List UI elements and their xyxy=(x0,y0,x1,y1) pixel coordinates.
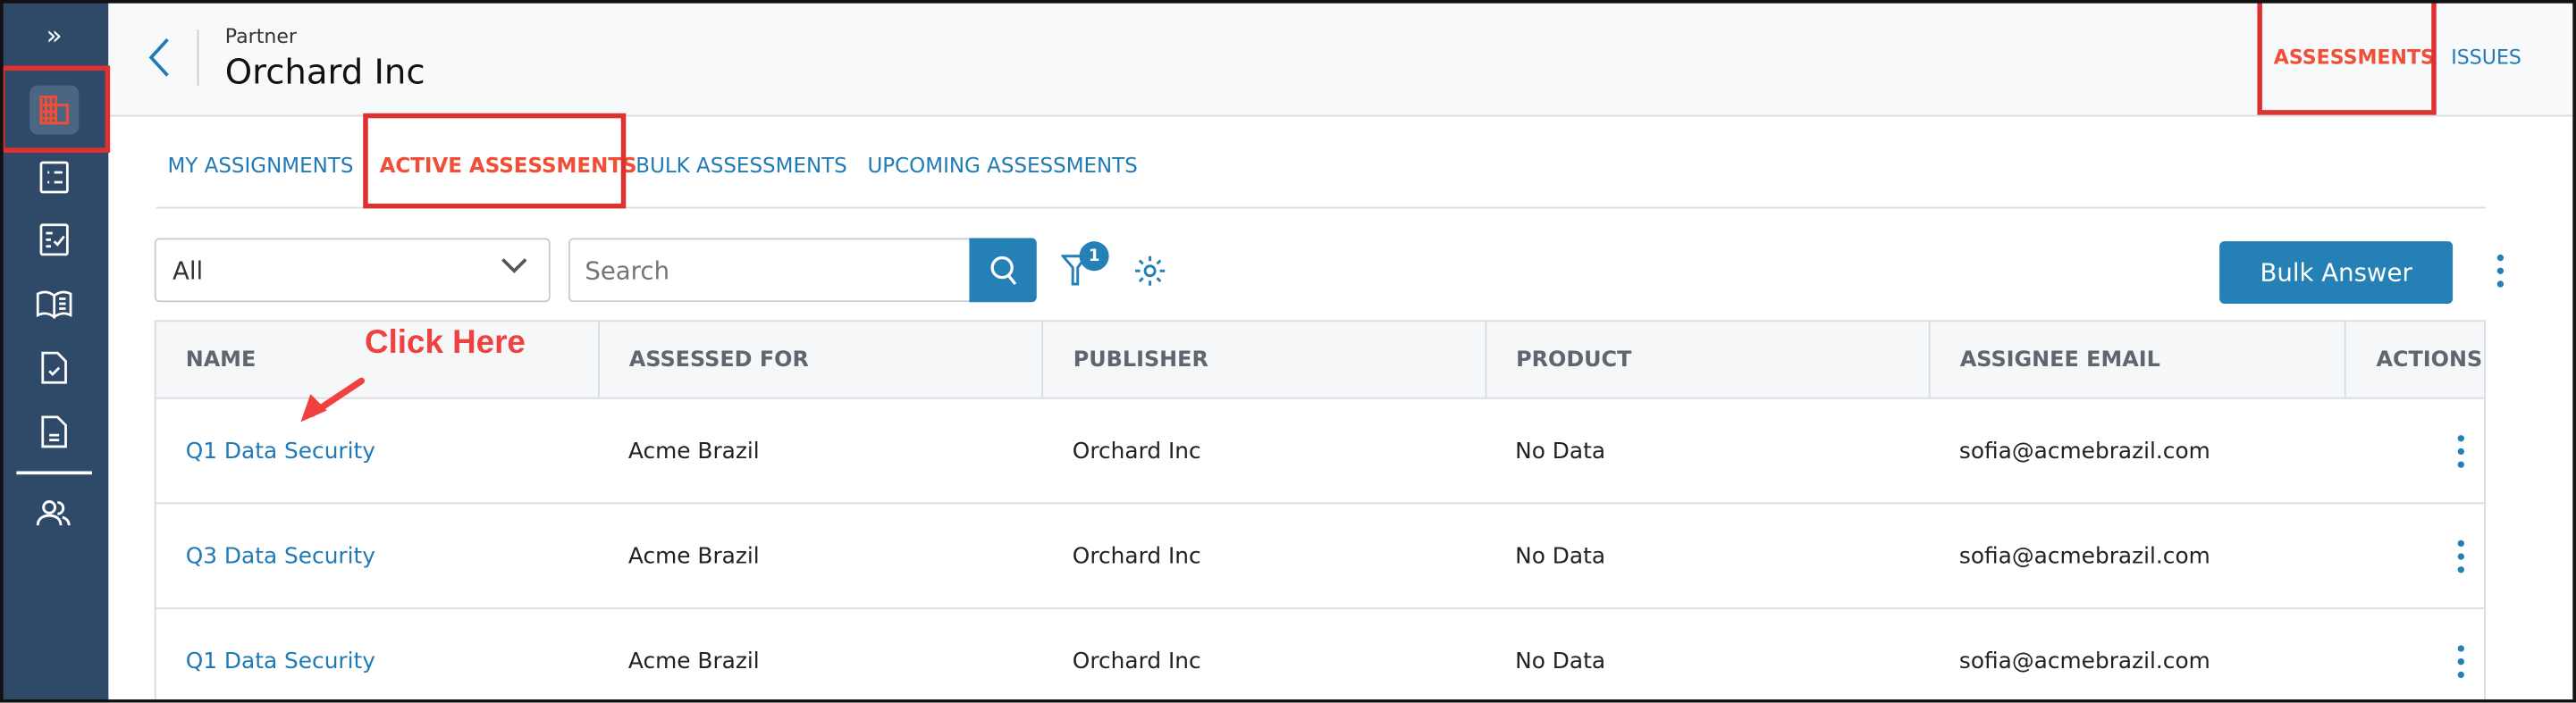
annotation-box-sidebar xyxy=(0,65,111,153)
column-header-publisher[interactable]: PUBLISHER xyxy=(1041,320,1487,399)
table-row: Q3 Data Security Acme Brazil Orchard Inc No… xyxy=(154,503,2486,609)
sidebar-item-library[interactable] xyxy=(29,279,79,328)
users-icon xyxy=(36,500,71,526)
sidebar-item-list[interactable] xyxy=(29,153,79,202)
column-header-assignee-email[interactable]: ASSIGNEE EMAIL xyxy=(1928,320,2347,399)
sidebar-divider xyxy=(16,471,92,475)
annotation-box-active-tab xyxy=(363,113,627,209)
cell-assessed-for: Acme Brazil xyxy=(598,398,1043,505)
cell-assignee-email: sofia@acmebrazil.com xyxy=(1929,503,2346,609)
search-icon xyxy=(989,255,1016,285)
tab-assessments[interactable]: ASSESSMENTS xyxy=(2273,46,2435,70)
cell-product: No Data xyxy=(1486,607,1930,703)
row-actions-icon[interactable] xyxy=(2457,434,2564,467)
back-button[interactable] xyxy=(147,36,171,85)
column-header-name[interactable]: NAME xyxy=(154,320,600,399)
document-icon xyxy=(41,415,67,448)
sidebar-item-users[interactable] xyxy=(29,490,79,539)
chevron-down-icon xyxy=(501,258,527,273)
header-divider xyxy=(197,29,199,86)
table-header-row: NAME ASSESSED FOR PUBLISHER PRODUCT ASSI… xyxy=(154,320,2486,399)
sidebar-item-checklist[interactable] xyxy=(29,215,79,264)
filter-count-badge: 1 xyxy=(1079,241,1109,272)
gear-icon xyxy=(1135,255,1166,286)
assessment-link[interactable]: Q1 Data Security xyxy=(154,607,599,703)
tab-bulk-assessments[interactable]: BULK ASSESSMENTS xyxy=(636,152,847,178)
page-title: Orchard Inc xyxy=(224,52,425,92)
table-row: Q1 Data Security Acme Brazil Orchard Inc No… xyxy=(154,398,2486,505)
select-value: All xyxy=(172,255,204,286)
sidebar: » xyxy=(0,0,109,703)
sidebar-item-approved-docs[interactable] xyxy=(29,343,79,392)
tab-upcoming-assessments[interactable]: UPCOMING ASSESSMENTS xyxy=(867,152,1138,178)
cell-product: No Data xyxy=(1486,503,1930,609)
document-check-icon xyxy=(41,351,67,384)
annotation-arrow-icon xyxy=(300,377,366,423)
sidebar-item-documents[interactable] xyxy=(29,407,79,456)
search-button[interactable] xyxy=(969,238,1037,303)
status-select[interactable]: All xyxy=(154,238,551,303)
row-actions-icon[interactable] xyxy=(2457,644,2564,678)
sidebar-item-partners[interactable] xyxy=(29,85,80,135)
book-icon xyxy=(36,290,72,319)
cell-publisher: Orchard Inc xyxy=(1042,503,1486,609)
cell-actions xyxy=(2345,398,2486,505)
cell-publisher: Orchard Inc xyxy=(1042,607,1486,703)
cell-product: No Data xyxy=(1486,398,1930,505)
search-input[interactable] xyxy=(568,238,972,303)
table-row: Q1 Data Security Acme Brazil Orchard Inc No… xyxy=(154,607,2486,703)
assessment-link[interactable]: Q1 Data Security xyxy=(154,398,599,505)
row-actions-icon[interactable] xyxy=(2457,539,2564,573)
tab-active-assessments[interactable]: ACTIVE ASSESSMENTS xyxy=(379,152,637,178)
cell-assessed-for: Acme Brazil xyxy=(598,503,1043,609)
expand-chevrons-icon[interactable]: » xyxy=(46,19,63,51)
bulk-answer-button[interactable]: Bulk Answer xyxy=(2219,241,2454,305)
column-header-product[interactable]: PRODUCT xyxy=(1485,320,1931,399)
cell-assignee-email: sofia@acmebrazil.com xyxy=(1929,398,2346,505)
sub-tabs: MY ASSIGNMENTS ACTIVE ASSESSMENTS BULK A… xyxy=(156,128,2486,209)
settings-button[interactable] xyxy=(1133,255,1166,294)
annotation-label: Click Here xyxy=(365,324,526,362)
chevron-left-icon xyxy=(148,38,169,77)
list-icon xyxy=(39,161,69,194)
more-options-icon[interactable] xyxy=(2496,254,2504,288)
building-icon xyxy=(39,95,69,125)
cell-actions xyxy=(2345,607,2486,703)
cell-actions xyxy=(2345,503,2486,609)
tab-issues[interactable]: ISSUES xyxy=(2451,46,2521,70)
cell-assignee-email: sofia@acmebrazil.com xyxy=(1929,607,2346,703)
assessments-table: NAME ASSESSED FOR PUBLISHER PRODUCT ASSI… xyxy=(154,320,2486,703)
cell-publisher: Orchard Inc xyxy=(1042,398,1486,505)
column-header-actions: ACTIONS xyxy=(2344,320,2486,399)
page-subtitle: Partner xyxy=(224,24,297,48)
tab-my-assignments[interactable]: MY ASSIGNMENTS xyxy=(167,152,354,178)
column-header-assessed-for[interactable]: ASSESSED FOR xyxy=(597,320,1044,399)
annotation-box-assessments-tab xyxy=(2257,0,2437,115)
page-header xyxy=(108,0,2576,117)
assessment-link[interactable]: Q3 Data Security xyxy=(154,503,599,609)
cell-assessed-for: Acme Brazil xyxy=(598,607,1043,703)
checklist-icon xyxy=(39,223,69,256)
